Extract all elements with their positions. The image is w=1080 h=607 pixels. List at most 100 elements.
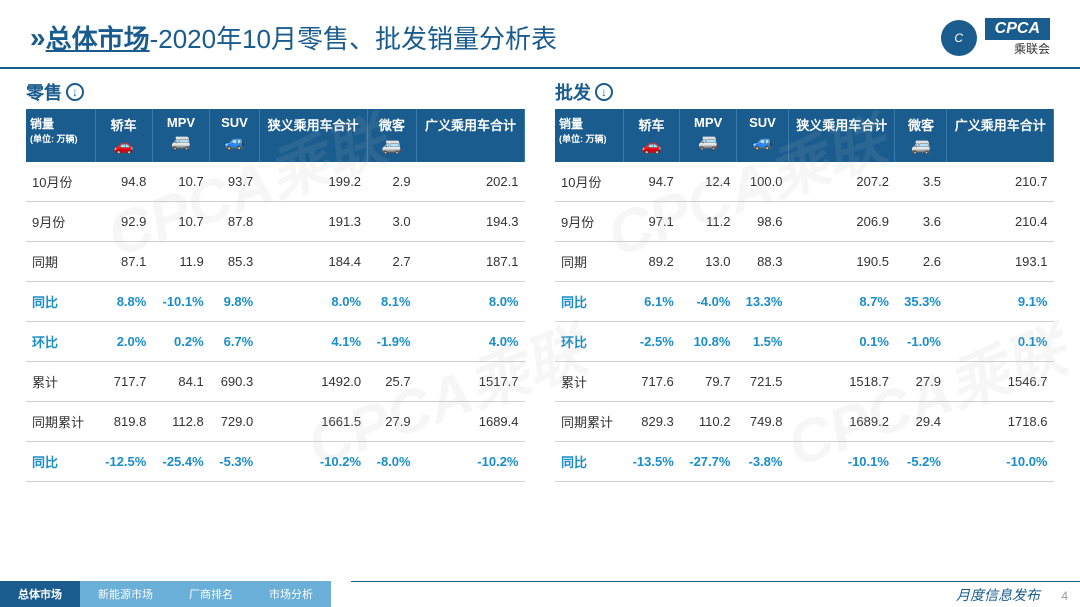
retail-table-block: 零售 ↓ 销量(单位: 万辆)轿车🚗MPV🚐SUV🚙狭义乘用车合计微客🚐广义乘用… xyxy=(26,79,525,482)
col-header: 狭义乘用车合计 xyxy=(788,109,894,162)
table-row: 同比-12.5%-25.4%-5.3%-10.2%-8.0%-10.2% xyxy=(26,442,525,482)
cell-value: 0.1% xyxy=(788,322,894,362)
cell-value: -3.8% xyxy=(736,442,788,482)
cell-value: 1517.7 xyxy=(417,362,525,402)
footer-tab[interactable]: 厂商排名 xyxy=(171,581,251,607)
row-label: 同比 xyxy=(26,442,95,482)
cell-value: -10.0% xyxy=(947,442,1054,482)
cell-value: -12.5% xyxy=(95,442,152,482)
row-label: 同比 xyxy=(555,442,623,482)
cell-value: 3.6 xyxy=(895,202,947,242)
row-label: 10月份 xyxy=(555,162,623,202)
cell-value: 112.8 xyxy=(152,402,209,442)
col-header: 销量(单位: 万辆) xyxy=(26,109,95,162)
cell-value: 110.2 xyxy=(680,402,737,442)
chevron-icon: » xyxy=(30,22,40,54)
cell-value: 190.5 xyxy=(788,242,894,282)
cell-value: 819.8 xyxy=(95,402,152,442)
cell-value: 210.7 xyxy=(947,162,1054,202)
cell-value: 87.1 xyxy=(95,242,152,282)
cell-value: 13.0 xyxy=(680,242,737,282)
cell-value: 8.1% xyxy=(367,282,417,322)
cell-value: 721.5 xyxy=(736,362,788,402)
row-label: 9月份 xyxy=(555,202,623,242)
content: 零售 ↓ 销量(单位: 万辆)轿车🚗MPV🚐SUV🚙狭义乘用车合计微客🚐广义乘用… xyxy=(0,69,1080,482)
cell-value: 85.3 xyxy=(210,242,260,282)
table-row: 同期累计829.3110.2749.81689.229.41718.6 xyxy=(555,402,1054,442)
logo-block: C CPCA 乘联会 xyxy=(941,18,1050,57)
page-number: 4 xyxy=(1061,589,1068,603)
cell-value: 94.7 xyxy=(623,162,680,202)
title-sub: -2020年10月零售、批发销量分析表 xyxy=(150,19,557,56)
footer-tab[interactable]: 市场分析 xyxy=(251,581,331,607)
cell-value: 3.0 xyxy=(367,202,417,242)
cell-value: 2.9 xyxy=(367,162,417,202)
cell-value: 87.8 xyxy=(210,202,260,242)
row-label: 同期 xyxy=(555,242,623,282)
cell-value: -10.1% xyxy=(788,442,894,482)
cell-value: 9.8% xyxy=(210,282,260,322)
cell-value: 2.6 xyxy=(895,242,947,282)
cell-value: 9.1% xyxy=(947,282,1054,322)
row-label: 同比 xyxy=(26,282,95,322)
col-header: 广义乘用车合计 xyxy=(947,109,1054,162)
cell-value: 8.0% xyxy=(259,282,367,322)
cell-value: 25.7 xyxy=(367,362,417,402)
table-row: 累计717.784.1690.31492.025.71517.7 xyxy=(26,362,525,402)
footer-tabs: 总体市场新能源市场厂商排名市场分析 xyxy=(0,581,331,607)
cell-value: 0.2% xyxy=(152,322,209,362)
table-row: 10月份94.712.4100.0207.23.5210.7 xyxy=(555,162,1054,202)
col-header: 销量(单位: 万辆) xyxy=(555,109,623,162)
cell-value: 690.3 xyxy=(210,362,260,402)
cell-value: 79.7 xyxy=(680,362,737,402)
cell-value: 97.1 xyxy=(623,202,680,242)
cell-value: 11.9 xyxy=(152,242,209,282)
row-label: 9月份 xyxy=(26,202,95,242)
cpca-badge: CPCA xyxy=(985,18,1050,40)
cell-value: 199.2 xyxy=(259,162,367,202)
cada-logo-icon: C xyxy=(941,20,977,56)
row-label: 环比 xyxy=(26,322,95,362)
cell-value: 202.1 xyxy=(417,162,525,202)
cell-value: 717.7 xyxy=(95,362,152,402)
table-row: 同期89.213.088.3190.52.6193.1 xyxy=(555,242,1054,282)
table-row: 环比-2.5%10.8%1.5%0.1%-1.0%0.1% xyxy=(555,322,1054,362)
cell-value: -5.2% xyxy=(895,442,947,482)
cell-value: 12.4 xyxy=(680,162,737,202)
table-row: 10月份94.810.793.7199.22.9202.1 xyxy=(26,162,525,202)
cell-value: 206.9 xyxy=(788,202,894,242)
cell-value: 1661.5 xyxy=(259,402,367,442)
row-label: 环比 xyxy=(555,322,623,362)
cell-value: 4.1% xyxy=(259,322,367,362)
cell-value: 27.9 xyxy=(895,362,947,402)
cpca-sub: 乘联会 xyxy=(985,40,1050,57)
col-header: SUV🚙 xyxy=(210,109,260,162)
cell-value: -1.9% xyxy=(367,322,417,362)
cell-value: 10.8% xyxy=(680,322,737,362)
cell-value: 98.6 xyxy=(736,202,788,242)
retail-title: 零售 ↓ xyxy=(26,79,525,105)
col-header: 微客🚐 xyxy=(895,109,947,162)
table-row: 同比8.8%-10.1%9.8%8.0%8.1%8.0% xyxy=(26,282,525,322)
table-row: 同比6.1%-4.0%13.3%8.7%35.3%9.1% xyxy=(555,282,1054,322)
table-row: 同期累计819.8112.8729.01661.527.91689.4 xyxy=(26,402,525,442)
row-label: 10月份 xyxy=(26,162,95,202)
table-row: 同期87.111.985.3184.42.7187.1 xyxy=(26,242,525,282)
cell-value: 11.2 xyxy=(680,202,737,242)
retail-table: 销量(单位: 万辆)轿车🚗MPV🚐SUV🚙狭义乘用车合计微客🚐广义乘用车合计 1… xyxy=(26,109,525,482)
wholesale-table: 销量(单位: 万辆)轿车🚗MPV🚐SUV🚙狭义乘用车合计微客🚐广义乘用车合计 1… xyxy=(555,109,1054,482)
cell-value: 6.7% xyxy=(210,322,260,362)
cell-value: 717.6 xyxy=(623,362,680,402)
cell-value: -10.2% xyxy=(259,442,367,482)
cell-value: 4.0% xyxy=(417,322,525,362)
wholesale-table-block: 批发 ↓ 销量(单位: 万辆)轿车🚗MPV🚐SUV🚙狭义乘用车合计微客🚐广义乘用… xyxy=(555,79,1054,482)
down-arrow-icon: ↓ xyxy=(66,83,84,101)
cell-value: 27.9 xyxy=(367,402,417,442)
cell-value: 1546.7 xyxy=(947,362,1054,402)
col-header: 轿车🚗 xyxy=(95,109,152,162)
cell-value: 749.8 xyxy=(736,402,788,442)
cell-value: 10.7 xyxy=(152,202,209,242)
footer-tab[interactable]: 新能源市场 xyxy=(80,581,171,607)
cell-value: -4.0% xyxy=(680,282,737,322)
footer-tab[interactable]: 总体市场 xyxy=(0,581,80,607)
